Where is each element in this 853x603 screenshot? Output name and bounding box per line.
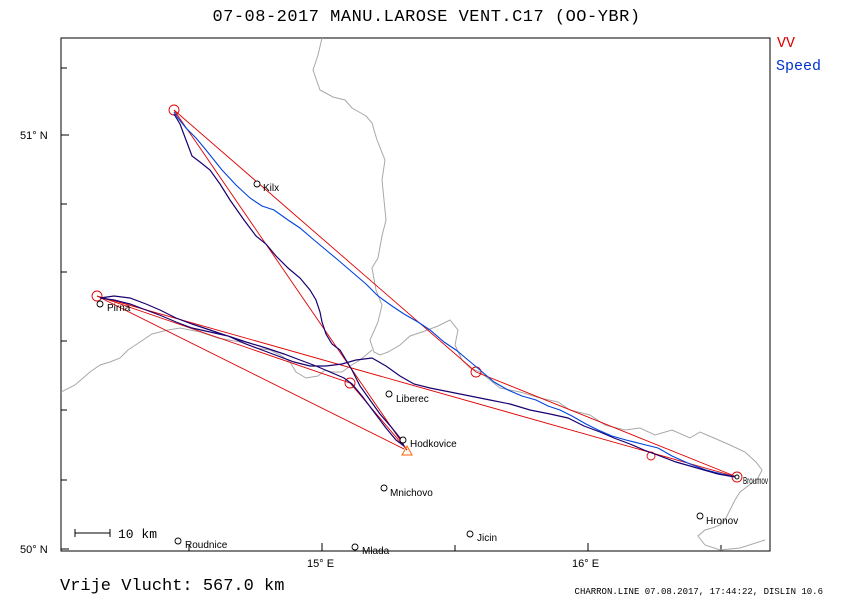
city-label: Liberec [396, 394, 429, 405]
flight-track-speed [173, 111, 738, 478]
city-label: Pirna [107, 303, 131, 314]
country-border-west [61, 327, 351, 393]
city-label: Hodkovice [410, 439, 457, 450]
lat-label-51: 51° N [20, 130, 48, 142]
turnpoint-markers [91, 104, 743, 483]
task-route [96, 109, 738, 478]
scale-bar: 10 km [74, 527, 157, 542]
distance-summary: Vrije Vlucht: 567.0 km [60, 577, 285, 596]
city-label: Roudnice [185, 540, 228, 551]
scale-bar-label: 10 km [118, 527, 157, 542]
country-border [312, 38, 766, 551]
legend-vv: VV [777, 35, 796, 52]
city-label: Jicin [477, 533, 497, 544]
city-label: Hronov [706, 516, 738, 527]
plot-frame [60, 37, 771, 552]
city-label: Broumov [743, 476, 768, 487]
city-label: Mnichovo [390, 488, 433, 499]
left-axis-ticks [61, 67, 69, 550]
city-label: Kilx [263, 183, 279, 194]
lat-label-50: 50° N [20, 544, 48, 556]
start-marker [401, 444, 413, 456]
bottom-axis-ticks [188, 543, 722, 551]
map-title: 07-08-2017 MANU.LAROSE VENT.C17 (OO-YBR) [212, 8, 641, 27]
footer-info: CHARRON.LINE 07.08.2017, 17:44:22, DISLI… [574, 587, 823, 597]
city-label: Mlada [362, 546, 390, 557]
lon-label-15: 15° E [307, 558, 334, 570]
legend-speed: Speed [776, 58, 822, 75]
flight-track-main [99, 113, 736, 478]
city-markers [96, 180, 740, 551]
lon-label-16: 16° E [572, 558, 599, 570]
